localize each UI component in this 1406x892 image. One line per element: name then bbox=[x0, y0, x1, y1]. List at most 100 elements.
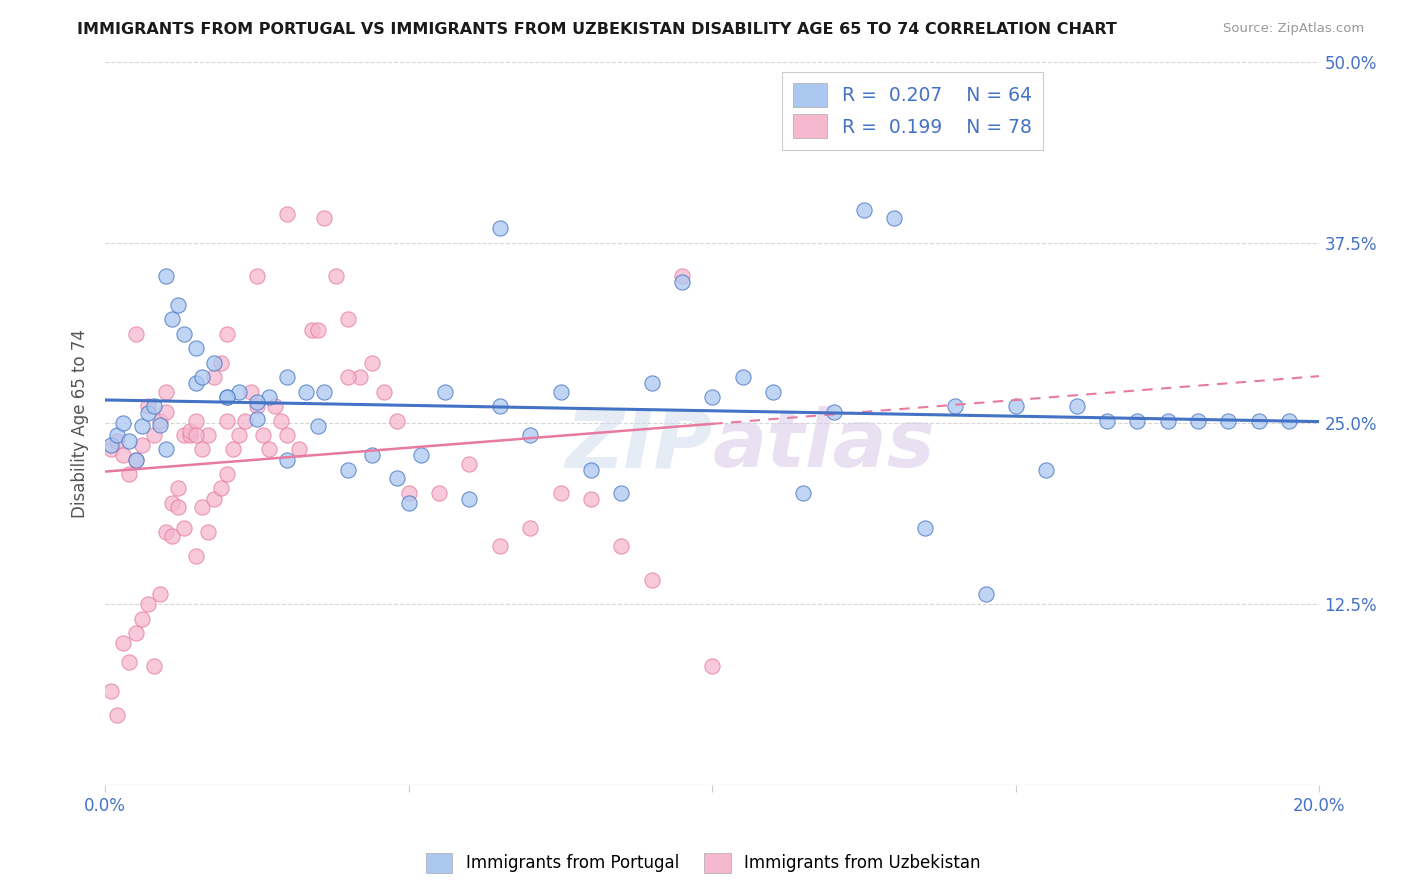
Point bbox=[246, 268, 269, 283]
Point bbox=[204, 491, 226, 506]
Point bbox=[702, 659, 724, 673]
Point bbox=[215, 391, 238, 405]
Point bbox=[671, 268, 693, 283]
Point bbox=[373, 384, 395, 399]
Point bbox=[167, 500, 190, 515]
Point bbox=[222, 442, 245, 457]
Point bbox=[1035, 463, 1057, 477]
Point bbox=[853, 202, 876, 217]
Point bbox=[105, 434, 128, 448]
Point bbox=[1187, 413, 1209, 427]
Point bbox=[246, 412, 269, 426]
Point bbox=[325, 268, 347, 283]
Point bbox=[301, 322, 323, 336]
Point bbox=[100, 683, 122, 698]
Point bbox=[349, 370, 371, 384]
Point bbox=[398, 496, 420, 510]
Point bbox=[112, 448, 135, 462]
Point bbox=[204, 370, 226, 384]
Point bbox=[118, 655, 141, 669]
Point bbox=[186, 549, 208, 564]
Point bbox=[142, 659, 165, 673]
Point bbox=[160, 312, 183, 326]
Point bbox=[914, 520, 936, 534]
Point bbox=[246, 399, 269, 413]
Point bbox=[100, 438, 122, 452]
Point bbox=[312, 384, 335, 399]
Point bbox=[385, 471, 408, 485]
Point bbox=[160, 496, 183, 510]
Point bbox=[257, 442, 280, 457]
Point bbox=[118, 467, 141, 481]
Point bbox=[124, 452, 146, 467]
Point bbox=[288, 442, 311, 457]
Point bbox=[215, 467, 238, 481]
Point bbox=[100, 442, 122, 457]
Point bbox=[136, 597, 159, 611]
Point bbox=[197, 524, 219, 539]
Y-axis label: Disability Age 65 to 74: Disability Age 65 to 74 bbox=[72, 329, 89, 518]
Point bbox=[579, 491, 602, 506]
Text: IMMIGRANTS FROM PORTUGAL VS IMMIGRANTS FROM UZBEKISTAN DISABILITY AGE 65 TO 74 C: IMMIGRANTS FROM PORTUGAL VS IMMIGRANTS F… bbox=[77, 22, 1118, 37]
Point bbox=[640, 573, 662, 587]
Point bbox=[519, 428, 541, 442]
Point bbox=[233, 413, 256, 427]
Point bbox=[385, 413, 408, 427]
Point bbox=[398, 485, 420, 500]
Point bbox=[149, 587, 172, 601]
Point bbox=[458, 491, 481, 506]
Point bbox=[434, 384, 457, 399]
Point bbox=[458, 457, 481, 471]
Point bbox=[173, 520, 195, 534]
Point bbox=[294, 384, 316, 399]
Point bbox=[186, 413, 208, 427]
Point bbox=[191, 442, 214, 457]
Point bbox=[149, 413, 172, 427]
Point bbox=[142, 399, 165, 413]
Point bbox=[124, 326, 146, 341]
Point bbox=[823, 405, 845, 419]
Point bbox=[337, 463, 360, 477]
Point bbox=[307, 419, 329, 434]
Point bbox=[361, 356, 384, 370]
Legend: Immigrants from Portugal, Immigrants from Uzbekistan: Immigrants from Portugal, Immigrants fro… bbox=[419, 847, 987, 880]
Point bbox=[731, 370, 754, 384]
Point bbox=[160, 529, 183, 543]
Point bbox=[257, 391, 280, 405]
Point bbox=[131, 438, 153, 452]
Point bbox=[155, 268, 177, 283]
Point bbox=[179, 428, 201, 442]
Text: Source: ZipAtlas.com: Source: ZipAtlas.com bbox=[1223, 22, 1364, 36]
Point bbox=[149, 417, 172, 432]
Point bbox=[186, 376, 208, 390]
Text: atlas: atlas bbox=[713, 406, 935, 484]
Point bbox=[246, 394, 269, 409]
Point bbox=[228, 384, 250, 399]
Point bbox=[1247, 413, 1270, 427]
Point bbox=[974, 587, 997, 601]
Point bbox=[215, 326, 238, 341]
Point bbox=[312, 211, 335, 226]
Point bbox=[276, 207, 298, 221]
Point bbox=[519, 520, 541, 534]
Point bbox=[204, 356, 226, 370]
Point bbox=[167, 298, 190, 312]
Point bbox=[1218, 413, 1240, 427]
Point bbox=[702, 391, 724, 405]
Point bbox=[105, 708, 128, 723]
Point bbox=[252, 428, 274, 442]
Point bbox=[489, 399, 512, 413]
Point bbox=[610, 485, 633, 500]
Point bbox=[136, 406, 159, 420]
Point bbox=[640, 376, 662, 390]
Point bbox=[762, 384, 785, 399]
Point bbox=[337, 370, 360, 384]
Point bbox=[579, 463, 602, 477]
Point bbox=[427, 485, 450, 500]
Text: ZIP: ZIP bbox=[565, 406, 713, 484]
Point bbox=[112, 417, 135, 431]
Point bbox=[209, 482, 232, 496]
Point bbox=[131, 419, 153, 434]
Point bbox=[550, 384, 572, 399]
Point bbox=[155, 405, 177, 419]
